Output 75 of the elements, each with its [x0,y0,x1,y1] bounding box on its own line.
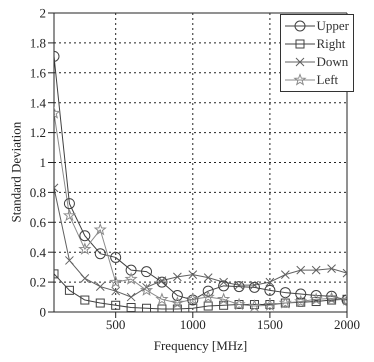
point [80,274,90,283]
y-tick-label: 0 [40,304,46,320]
point [156,293,168,304]
point [110,252,122,263]
point [111,300,120,310]
point [265,278,274,287]
point [172,297,184,308]
point [219,278,228,287]
point [96,298,105,308]
point [202,291,214,302]
x-tick-label: 1500 [256,317,283,332]
point [64,286,74,295]
legend-label: Left [316,72,338,88]
point [296,266,306,275]
point [202,286,214,297]
y-tick-label: 1.8 [30,36,46,51]
point [126,264,137,276]
y-axis-title: Standard Deviation [8,121,24,222]
point [204,273,213,282]
point [250,280,259,290]
legend-label: Down [316,54,348,70]
point [140,284,152,296]
point [125,273,137,284]
point [219,300,228,310]
point [234,280,244,290]
y-tick-label: 1.6 [30,65,46,80]
y-tick-label: 0.2 [30,274,46,290]
point [310,290,322,302]
point [64,256,74,265]
point [96,282,105,292]
point [157,304,166,312]
point [110,276,122,288]
point [64,210,76,221]
y-tick-label: 1 [40,155,46,170]
x-tick-label: 2000 [334,317,360,332]
point [234,281,245,292]
point [218,280,230,292]
point [79,243,91,254]
point [204,302,213,311]
point [312,266,321,275]
point [327,264,336,274]
point [218,293,230,304]
point [310,293,322,304]
point [126,292,136,302]
y-tick-label: 0.6 [30,214,46,230]
x-axis-title: Frequency [MHz] [154,338,248,353]
point [79,230,90,242]
point [172,272,182,282]
y-tick-label: 1.2 [30,125,46,140]
y-tick-label: 2 [40,6,46,21]
x-tick-label: 500 [106,317,126,332]
y-tick-label: 1.4 [30,95,46,110]
point [80,296,90,305]
point [172,304,182,312]
point [111,286,120,296]
point [188,304,198,312]
point [280,287,291,298]
point [94,224,106,235]
point [188,270,198,280]
y-tick-label: 0.4 [30,244,46,260]
point [157,276,166,286]
point [295,288,306,300]
point [156,276,168,288]
legend-label: Upper [316,18,349,34]
point [126,303,136,312]
legend-label: Right [316,36,346,52]
point [64,198,75,210]
point [172,290,183,302]
point [280,270,290,280]
point [248,282,260,293]
point [94,248,106,260]
point [264,284,276,296]
point [141,266,152,278]
y-tick-label: 0.8 [30,185,46,200]
x-tick-label: 1000 [180,317,206,332]
